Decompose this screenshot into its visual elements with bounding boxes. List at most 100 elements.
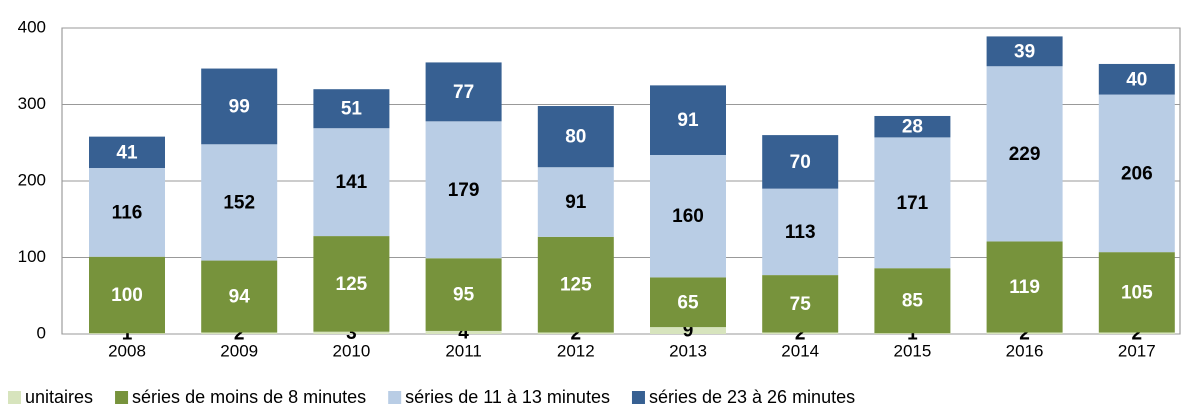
data-label: 1 — [122, 324, 133, 345]
y-tick-label: 100 — [18, 247, 46, 266]
data-label: 2 — [234, 323, 245, 344]
data-label: 3 — [346, 323, 357, 344]
bar-segment — [650, 327, 726, 334]
y-tick-label: 0 — [37, 323, 46, 342]
data-label: 125 — [336, 274, 368, 295]
bar-segment — [762, 188, 839, 276]
legend-swatch — [631, 391, 645, 404]
data-label: 2 — [1132, 323, 1143, 344]
bar-segment — [537, 236, 614, 333]
bar-segment — [89, 333, 165, 334]
data-label: 40 — [1126, 69, 1147, 90]
bar-segment — [537, 167, 614, 237]
bar-segment — [650, 85, 726, 155]
legend-swatch — [8, 391, 21, 404]
bar-segment — [650, 277, 726, 328]
x-tick-label: 2014 — [781, 341, 819, 360]
bar-segment — [201, 144, 278, 261]
bar-segment — [313, 331, 390, 334]
legend-label: unitaires — [25, 387, 93, 407]
data-label: 39 — [1014, 41, 1035, 62]
data-label: 100 — [111, 285, 143, 306]
bar-segment — [874, 268, 951, 334]
bar-segment — [874, 137, 951, 269]
bar-segment — [89, 256, 165, 334]
data-label: 179 — [448, 180, 480, 201]
data-label: 2 — [795, 323, 806, 344]
y-tick-label: 400 — [18, 17, 46, 36]
y-tick-label: 200 — [18, 170, 46, 189]
data-label: 99 — [229, 96, 250, 117]
data-label: 75 — [790, 294, 812, 315]
legend-swatch — [115, 391, 129, 404]
legend-swatch — [388, 391, 402, 404]
bar-segment — [874, 115, 951, 138]
x-tick-label: 2016 — [1006, 341, 1044, 360]
bar-segment — [425, 62, 502, 122]
data-label: 70 — [790, 152, 811, 173]
data-label: 105 — [1121, 282, 1153, 303]
data-label: 85 — [902, 291, 924, 312]
bar-segment — [986, 241, 1063, 333]
bar-segment — [425, 121, 502, 259]
x-tick-label: 2010 — [332, 341, 370, 360]
bar-segment — [201, 332, 278, 334]
data-label: 65 — [677, 292, 699, 313]
legend-label: séries de 23 à 26 minutes — [649, 387, 855, 407]
data-label: 116 — [112, 202, 143, 223]
y-tick-label: 300 — [18, 94, 46, 113]
bar-segment — [986, 332, 1063, 334]
data-label: 171 — [897, 193, 929, 214]
legend-label: séries de moins de 8 minutes — [132, 387, 366, 407]
data-label: 9 — [683, 321, 694, 342]
data-label: 160 — [672, 206, 704, 227]
bar-segment — [986, 66, 1063, 242]
bar-segment — [986, 36, 1063, 67]
bar-segment — [313, 236, 390, 332]
data-label: 206 — [1121, 163, 1153, 184]
bar-segment — [425, 258, 502, 331]
bar-segment — [425, 330, 502, 334]
bar-segment — [537, 106, 614, 168]
bar-segment — [1098, 94, 1175, 253]
data-label: 125 — [560, 275, 592, 296]
data-label: 2 — [1019, 323, 1030, 344]
data-label: 41 — [116, 142, 138, 163]
x-tick-label: 2009 — [220, 341, 258, 360]
data-label: 95 — [453, 285, 475, 306]
bar-segment — [89, 136, 165, 168]
data-label: 91 — [565, 192, 587, 213]
x-tick-label: 2011 — [445, 341, 482, 360]
data-label: 94 — [229, 287, 251, 308]
data-label: 80 — [565, 127, 586, 148]
data-label: 77 — [453, 82, 474, 103]
bar-segment — [201, 260, 278, 333]
data-label: 113 — [785, 222, 816, 243]
bar-segment — [1098, 63, 1175, 95]
bar-segment — [1098, 252, 1175, 333]
bar-segment — [313, 128, 390, 237]
data-label: 119 — [1009, 277, 1040, 298]
bar-segment — [874, 333, 951, 334]
bar-segment — [537, 332, 614, 334]
data-label: 51 — [341, 99, 363, 120]
data-label: 1 — [907, 324, 918, 345]
bar-segment — [762, 135, 839, 189]
bar-segment — [762, 332, 839, 334]
data-label: 91 — [677, 110, 699, 131]
bar-segment — [313, 89, 390, 129]
data-label: 152 — [223, 192, 255, 213]
bar-segment — [650, 154, 726, 278]
x-tick-label: 2013 — [669, 341, 707, 360]
x-tick-label: 2008 — [108, 341, 146, 360]
data-label: 4 — [458, 322, 469, 343]
data-label: 28 — [902, 117, 923, 138]
bar-segment — [1098, 332, 1175, 334]
x-tick-label: 2012 — [557, 341, 595, 360]
data-label: 229 — [1009, 144, 1041, 165]
x-tick-label: 2015 — [893, 341, 931, 360]
legend-label: séries de 11 à 13 minutes — [405, 387, 610, 407]
data-label: 141 — [336, 172, 368, 193]
bar-segment — [762, 275, 839, 333]
